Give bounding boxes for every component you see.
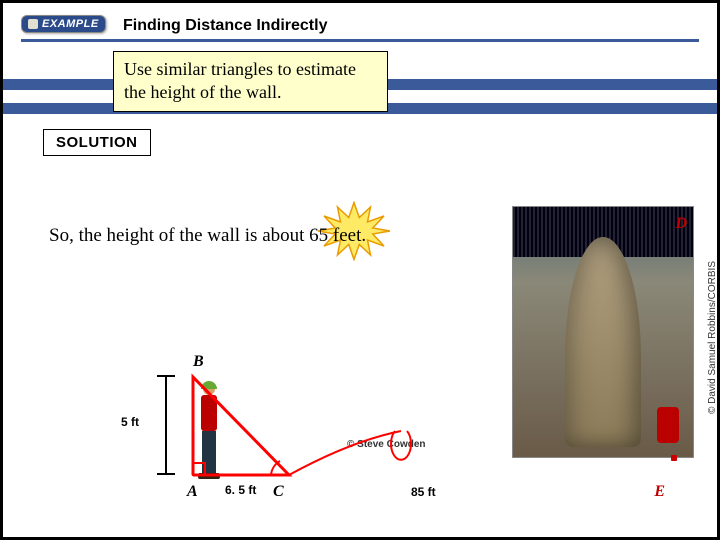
solution-heading: SOLUTION [43,129,151,156]
page-title: Finding Distance Indirectly [123,17,327,35]
height-label: 5 ft [121,415,139,429]
prompt-box: Use similar triangles to estimate the he… [113,51,388,112]
vertex-E: E [654,483,665,501]
example-badge: EXAMPLE [21,15,106,33]
photo-wall [565,237,641,447]
triangle-svg [181,371,441,483]
height-measure-bar [165,375,167,475]
base-large-label: 85 ft [411,485,436,499]
photo-climber [657,407,679,443]
vertex-E-marker [671,455,677,461]
wall-photo: © David Samuel Robbins/CORBIS [513,207,693,457]
triangle-diagram: 5 ft B A 6. 5 ft C 85 ft [121,353,471,513]
base-small-label: 6. 5 ft [225,483,256,497]
vertex-D: D [675,215,687,233]
vertex-C: C [273,483,284,501]
vertex-B: B [193,353,204,371]
bullet-icon [28,19,38,29]
header-rule [21,39,699,42]
photo-credit-side: © David Samuel Robbins/CORBIS [707,261,718,414]
solution-label: SOLUTION [56,134,138,151]
conclusion-text: So, the height of the wall is about 65 f… [49,225,366,247]
vertex-A: A [187,483,198,501]
example-label: EXAMPLE [42,18,99,30]
